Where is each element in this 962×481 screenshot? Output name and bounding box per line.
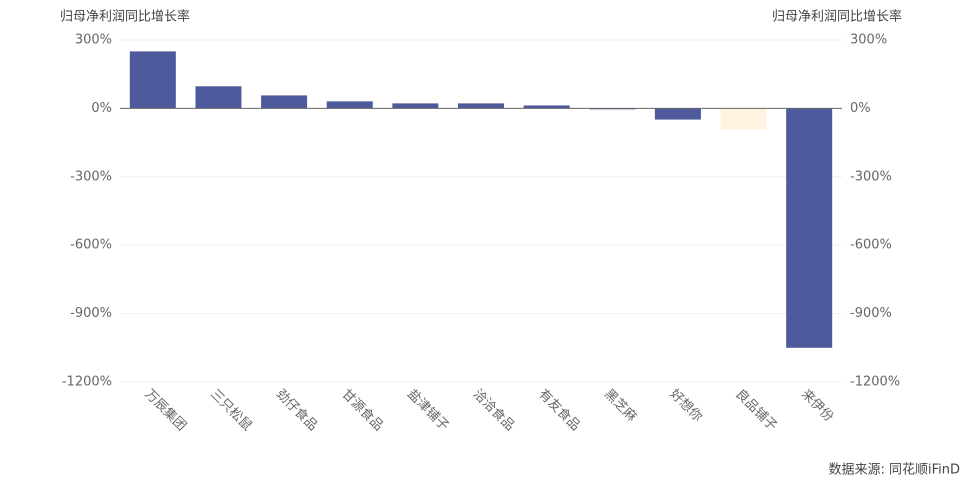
y-tick-label: 300% bbox=[75, 33, 112, 48]
bar bbox=[720, 108, 767, 130]
x-tick-label: 有友食品 bbox=[535, 386, 583, 434]
x-tick-label: 好想你 bbox=[667, 386, 706, 425]
bar bbox=[523, 105, 570, 109]
y2-axis-title: 归母净利润同比增长率 bbox=[772, 9, 902, 25]
x-tick-label: 黑芝麻 bbox=[601, 386, 640, 425]
y2-tick-label: -900% bbox=[850, 306, 892, 321]
y-tick-label: -900% bbox=[70, 306, 112, 321]
x-tick-label: 盐津铺子 bbox=[404, 387, 451, 434]
x-tick-label: 劲仔食品 bbox=[273, 386, 321, 434]
y2-tick-label: 0% bbox=[850, 101, 871, 116]
bar bbox=[654, 108, 701, 120]
bar bbox=[129, 51, 176, 109]
x-tick-label: 三只松鼠 bbox=[207, 387, 254, 434]
y2-tick-label: 300% bbox=[850, 33, 887, 48]
y2-tick-label: -600% bbox=[850, 238, 892, 253]
y-axis-title: 归母净利润同比增长率 bbox=[60, 9, 190, 25]
x-tick-label: 洽洽食品 bbox=[470, 386, 518, 434]
bar bbox=[458, 103, 504, 109]
bar bbox=[195, 86, 242, 109]
y-tick-label: -600% bbox=[70, 238, 112, 253]
source-note: 数据来源: 同花顺iFinD bbox=[828, 462, 960, 478]
x-tick-label: 万辰集团 bbox=[142, 386, 190, 434]
y-tick-label: 0% bbox=[91, 101, 112, 116]
bar bbox=[326, 101, 373, 109]
y-tick-label: -1200% bbox=[62, 375, 112, 390]
bar bbox=[392, 103, 439, 109]
y-tick-label: -300% bbox=[70, 169, 112, 184]
x-tick-label: 良品铺子 bbox=[732, 386, 780, 434]
bar bbox=[261, 95, 308, 109]
bar bbox=[786, 108, 833, 348]
x-tick-label: 甘源食品 bbox=[338, 386, 386, 434]
y2-tick-label: -1200% bbox=[850, 375, 900, 390]
x-tick-label: 来伊份 bbox=[798, 387, 836, 425]
y2-tick-label: -300% bbox=[850, 169, 892, 184]
